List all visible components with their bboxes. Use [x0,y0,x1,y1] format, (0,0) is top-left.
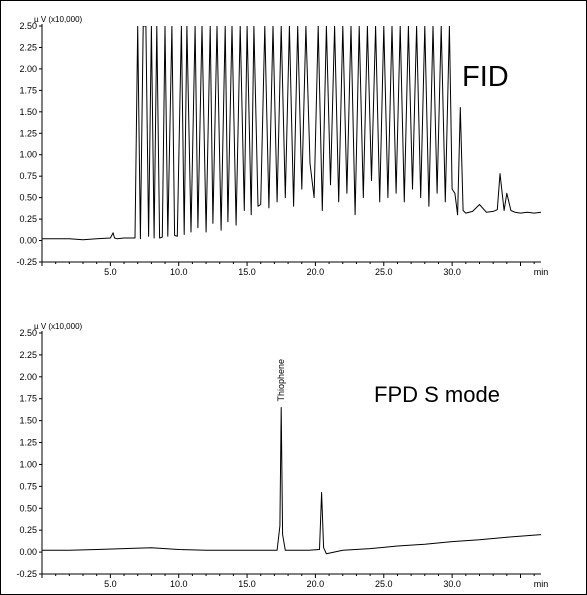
x-tick-label: 30.0 [443,579,461,589]
y-tick-label: 1.25 [19,438,37,448]
chart-panel-2: 2.50 2.25 2.00 1.75 1.50 1.25 1.00 0.75 0.50 0.25… [16,322,548,589]
trace-line [42,407,541,555]
x-tick-label: 15.0 [238,579,256,589]
y-tick-label: 0.50 [19,503,37,513]
y-tick-label: 2.50 [19,21,37,31]
x-axis-label: min [534,579,549,589]
y-tick-label: 2.00 [19,372,37,382]
y-tick-label: 1.50 [19,107,37,117]
y-axis-label: µ V (x10,000) [34,322,83,331]
x-tick-label: 15.0 [238,267,256,277]
y-tick-label: 0.75 [19,481,37,491]
x-tick-label: 10.0 [170,579,188,589]
y-tick-label: 1.25 [19,128,37,138]
y-tick-label: 2.00 [19,64,37,74]
y-tick-label: 1.75 [19,85,37,95]
y-tick-label: 1.50 [19,416,37,426]
detector-label: FID [462,61,509,93]
detector-label: FPD S mode [374,382,500,407]
x-tick-label: 20.0 [307,579,325,589]
y-tick-label: 0.50 [19,193,37,203]
x-tick-label: 20.0 [307,267,325,277]
y-tick-label: 1.75 [19,394,37,404]
y-tick-label: -0.25 [16,569,37,579]
y-tick-label: 0.25 [19,214,37,224]
x-tick-label: 10.0 [170,267,188,277]
y-tick-label: 2.25 [19,350,37,360]
x-tick-label: 5.0 [104,579,117,589]
y-tick-label: 1.00 [19,459,37,469]
chart-panel-1: 2.50 2.25 2.00 1.75 1.50 1.25 1.00 0.75 0.50 0.25… [16,15,548,277]
peak-annotation: Thiophene [276,359,286,402]
y-tick-label: 0.00 [19,547,37,557]
trace-line [42,26,541,241]
y-tick-label: 0.25 [19,525,37,535]
x-tick-label: 5.0 [104,267,117,277]
y-tick-label: 1.00 [19,150,37,160]
y-tick-label: 2.50 [19,328,37,338]
x-tick-label: 30.0 [443,267,461,277]
y-tick-label: 2.25 [19,42,37,52]
y-tick-label: 0.75 [19,171,37,181]
y-axis-label: µ V (x10,000) [34,15,83,24]
x-tick-label: 25.0 [375,579,393,589]
y-tick-label: -0.25 [16,257,37,267]
y-tick-label: 0.00 [19,236,37,246]
x-axis-label: min [534,267,549,277]
x-tick-label: 25.0 [375,267,393,277]
